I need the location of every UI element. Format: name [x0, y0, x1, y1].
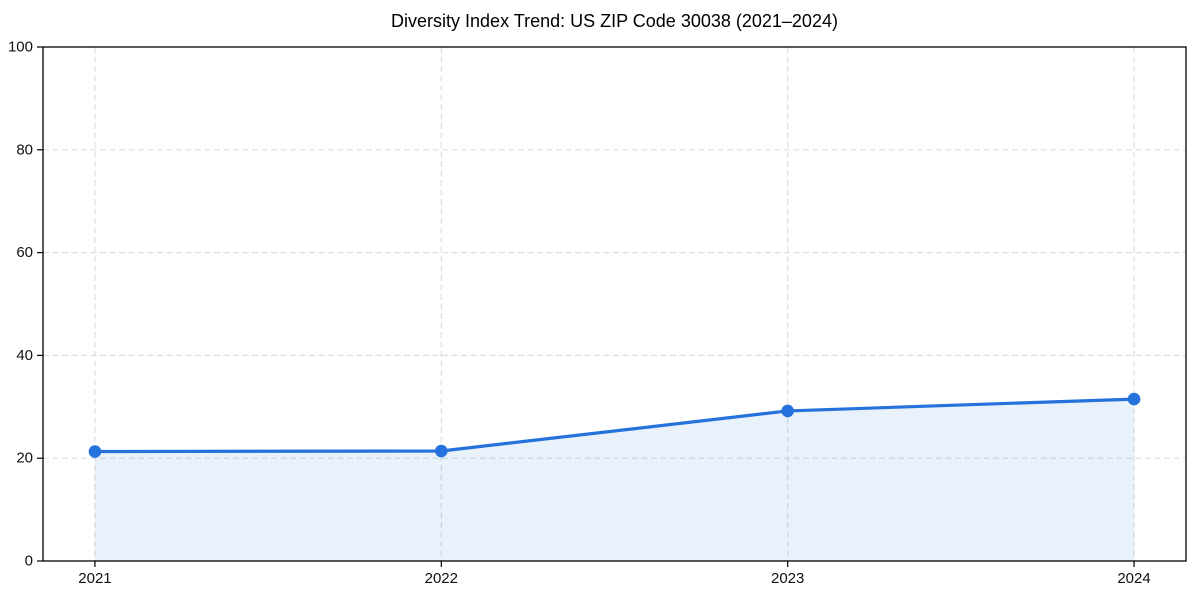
trend-line	[94, 397, 1135, 454]
data-point-marker	[88, 445, 102, 458]
axes-box	[42, 46, 1187, 562]
y-tick-label: 40	[16, 347, 33, 364]
y-tick-label: 20	[16, 450, 33, 467]
y-tick-label: 60	[16, 244, 33, 261]
data-point-marker	[781, 404, 794, 418]
y-tick-label: 0	[25, 553, 33, 570]
x-tick-label: 2023	[771, 570, 804, 587]
y-tick-label: 80	[16, 141, 33, 158]
data-point-marker	[1127, 392, 1141, 406]
area-fill	[94, 399, 1135, 561]
x-tick-label: 2024	[1117, 570, 1150, 587]
chart-title: Diversity Index Trend: US ZIP Code 30038…	[391, 11, 838, 31]
x-tick-label: 2021	[78, 570, 111, 587]
x-tick-label: 2022	[425, 570, 458, 587]
y-tick-label: 100	[8, 39, 33, 56]
data-point-marker	[435, 444, 448, 458]
